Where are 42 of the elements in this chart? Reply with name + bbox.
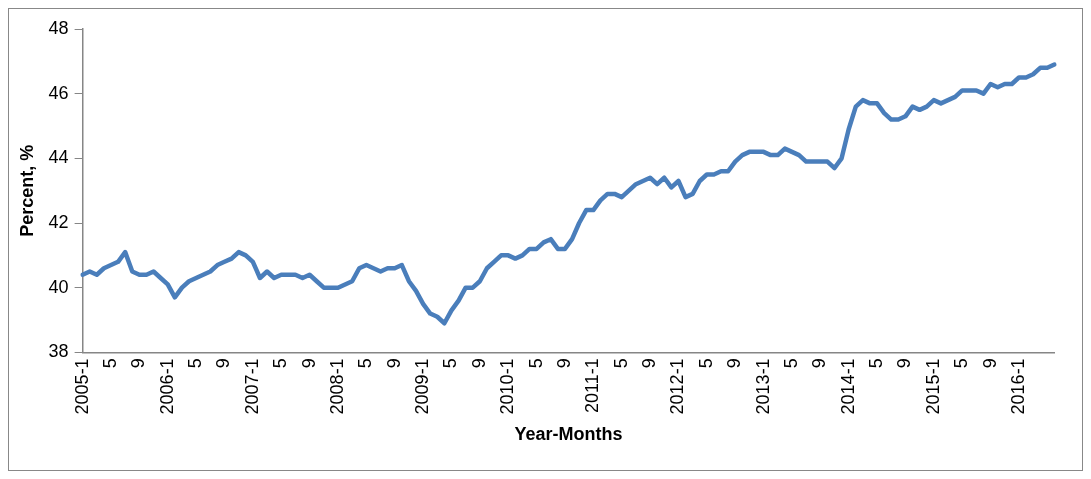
x-tick-label: 5 xyxy=(355,358,376,369)
x-tick-label: 9 xyxy=(639,358,660,369)
x-tick-label: 5 xyxy=(440,358,461,369)
x-tick-label: 5 xyxy=(610,358,631,369)
x-tick-label: 5 xyxy=(99,358,120,369)
x-tick-label: 2008-1 xyxy=(326,358,347,415)
x-tick-label: 2011-1 xyxy=(582,358,603,414)
x-tick-label: 9 xyxy=(468,358,489,369)
x-tick-label: 5 xyxy=(525,358,546,369)
y-tick-label: 40 xyxy=(48,276,69,297)
y-tick-label: 38 xyxy=(48,341,69,362)
x-tick-label: 2010-1 xyxy=(497,358,518,415)
y-tick-label: 46 xyxy=(48,82,69,103)
x-tick-label: 9 xyxy=(809,358,830,369)
x-tick-label: 2009-1 xyxy=(412,358,433,415)
x-tick-label: 9 xyxy=(979,358,1000,369)
x-tick-label: 9 xyxy=(894,358,915,369)
x-tick-label: 9 xyxy=(298,358,319,369)
x-tick-label: 2016-1 xyxy=(1007,358,1028,415)
x-tick-label: 9 xyxy=(553,358,574,369)
x-tick-label: 2007-1 xyxy=(241,358,262,415)
y-tick-label: 44 xyxy=(48,147,69,168)
x-tick-label: 5 xyxy=(951,358,972,369)
x-tick-label: 5 xyxy=(270,358,291,369)
x-tick-label: 5 xyxy=(780,358,801,369)
x-tick-label: 9 xyxy=(213,358,234,369)
x-tick-label: 9 xyxy=(128,358,149,369)
x-tick-label: 9 xyxy=(383,358,404,369)
y-axis-title: Percent, % xyxy=(16,144,37,237)
x-tick-label: 5 xyxy=(695,358,716,369)
y-tick-label: 48 xyxy=(48,17,69,38)
x-tick-label: 5 xyxy=(185,358,206,369)
x-tick-label: 5 xyxy=(866,358,887,369)
x-tick-label: 9 xyxy=(724,358,745,369)
y-tick-label: 42 xyxy=(48,211,69,232)
x-axis-title: Year-Months xyxy=(514,424,623,445)
x-tick-label: 2014-1 xyxy=(837,358,858,415)
x-tick-label: 2013-1 xyxy=(752,358,773,415)
x-tick-label: 2012-1 xyxy=(667,358,688,415)
x-tick-label: 2005-1 xyxy=(71,358,92,415)
x-tick-label: 2006-1 xyxy=(156,358,177,415)
x-tick-label: 2015-1 xyxy=(922,358,943,415)
